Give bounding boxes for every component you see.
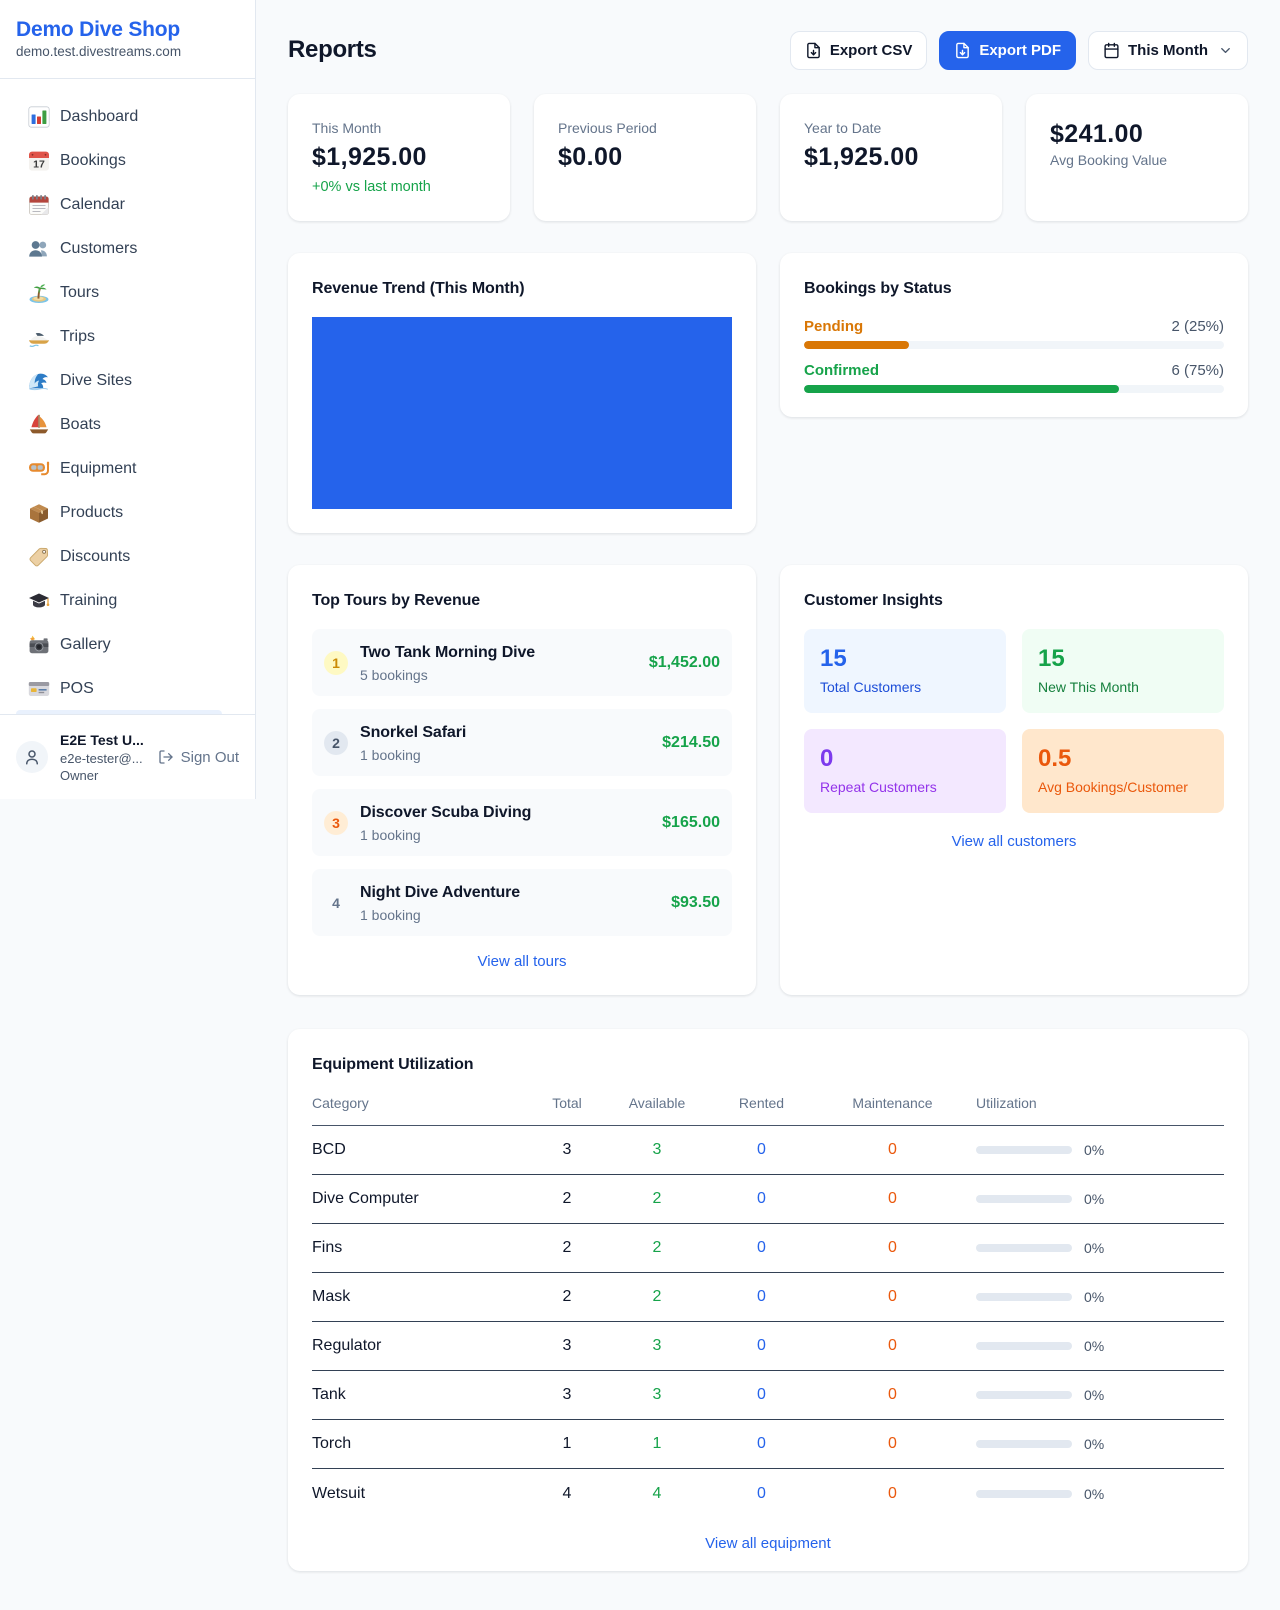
svg-text:17: 17: [33, 159, 45, 171]
